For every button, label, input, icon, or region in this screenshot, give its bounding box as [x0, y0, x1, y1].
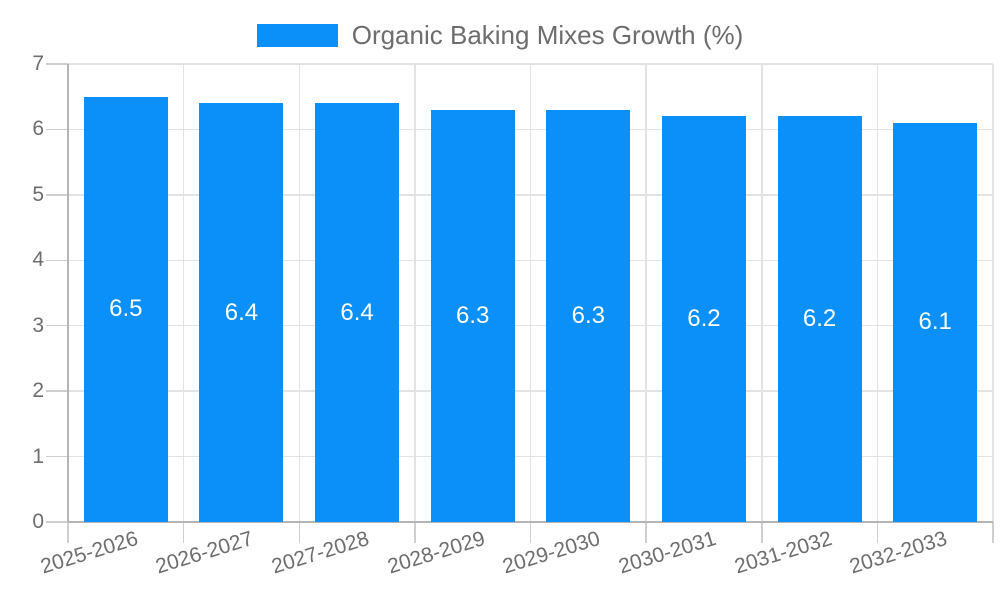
y-axis-label: 6 [32, 117, 44, 141]
bar[interactable] [546, 109, 631, 522]
y-axis-tick [46, 521, 68, 523]
y-axis-tick [46, 455, 68, 458]
x-axis-tick [182, 522, 185, 543]
bar-value-label: 6.5 [109, 295, 143, 323]
y-axis-label: 4 [32, 248, 44, 272]
x-gridline [992, 64, 994, 522]
x-axis-line [68, 521, 993, 523]
x-axis-tick [67, 522, 69, 543]
legend-swatch [256, 24, 338, 47]
y-axis-label: 1 [32, 444, 44, 468]
y-axis-label: 7 [32, 52, 44, 75]
bar[interactable] [83, 96, 168, 522]
bar[interactable] [661, 116, 746, 522]
y-axis-tick [46, 324, 68, 327]
y-axis-label: 2 [32, 379, 44, 403]
x-axis-tick [645, 522, 647, 543]
bar-value-label: 6.2 [687, 305, 721, 333]
legend-label: Organic Baking Mixes Growth (%) [351, 20, 744, 50]
y-axis-line [67, 64, 69, 522]
bar[interactable] [430, 109, 515, 522]
x-axis-tick [992, 522, 994, 543]
x-axis-tick [298, 522, 300, 543]
y-axis-label: 0 [32, 510, 44, 533]
y-axis-tick [46, 63, 68, 65]
x-gridline [761, 64, 763, 522]
bar-value-label: 6.4 [224, 298, 259, 326]
bar[interactable] [777, 116, 862, 522]
bar[interactable] [315, 103, 400, 522]
x-gridline [298, 64, 300, 522]
x-gridline [529, 64, 532, 522]
x-gridline [876, 64, 879, 522]
bar-value-label: 6.3 [571, 301, 605, 329]
x-axis-tick [414, 522, 416, 543]
y-axis-tick [46, 259, 68, 262]
bar-value-label: 6.2 [802, 305, 837, 333]
y-axis-tick [46, 194, 68, 196]
bar-value-label: 6.4 [340, 298, 374, 326]
x-gridline [182, 64, 185, 522]
bar[interactable] [199, 103, 284, 522]
x-gridline [414, 64, 416, 522]
x-axis-tick [876, 522, 879, 543]
bar-value-label: 6.3 [456, 301, 490, 329]
bar[interactable] [893, 122, 978, 522]
x-axis-tick [529, 522, 532, 543]
y-axis-tick [46, 390, 68, 392]
y-axis-tick [46, 128, 68, 131]
x-axis-tick [761, 522, 763, 543]
y-axis-label: 3 [32, 313, 44, 337]
legend: Organic Baking Mixes Growth (%) [0, 20, 1000, 51]
x-gridline [645, 64, 647, 522]
y-axis-label: 5 [32, 182, 44, 206]
bar-value-label: 6.1 [918, 308, 952, 336]
